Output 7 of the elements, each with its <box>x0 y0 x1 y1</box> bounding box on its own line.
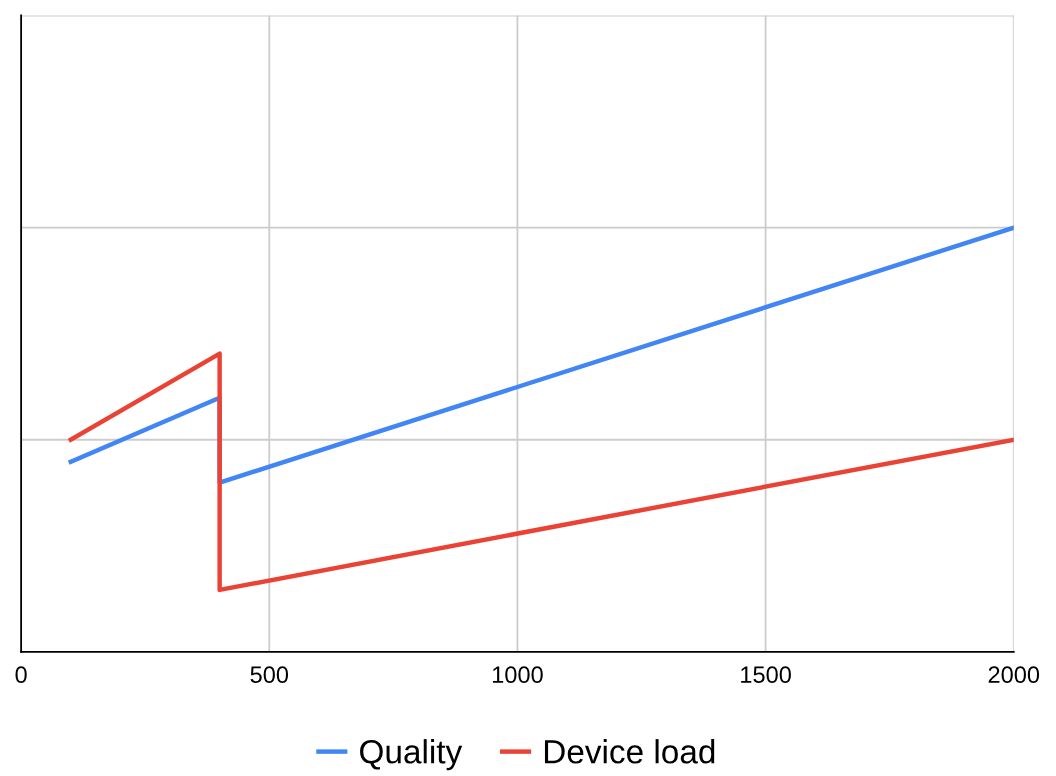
x-tick-label: 2000 <box>988 666 1040 684</box>
legend-label: Device load <box>544 739 715 764</box>
x-tick-label: 0 <box>15 666 27 684</box>
x-tick-label: 1500 <box>741 666 791 684</box>
x-tick-label: 1000 <box>492 666 543 684</box>
x-tick-label: 500 <box>250 666 289 684</box>
legend-label: Quality <box>360 739 463 771</box>
